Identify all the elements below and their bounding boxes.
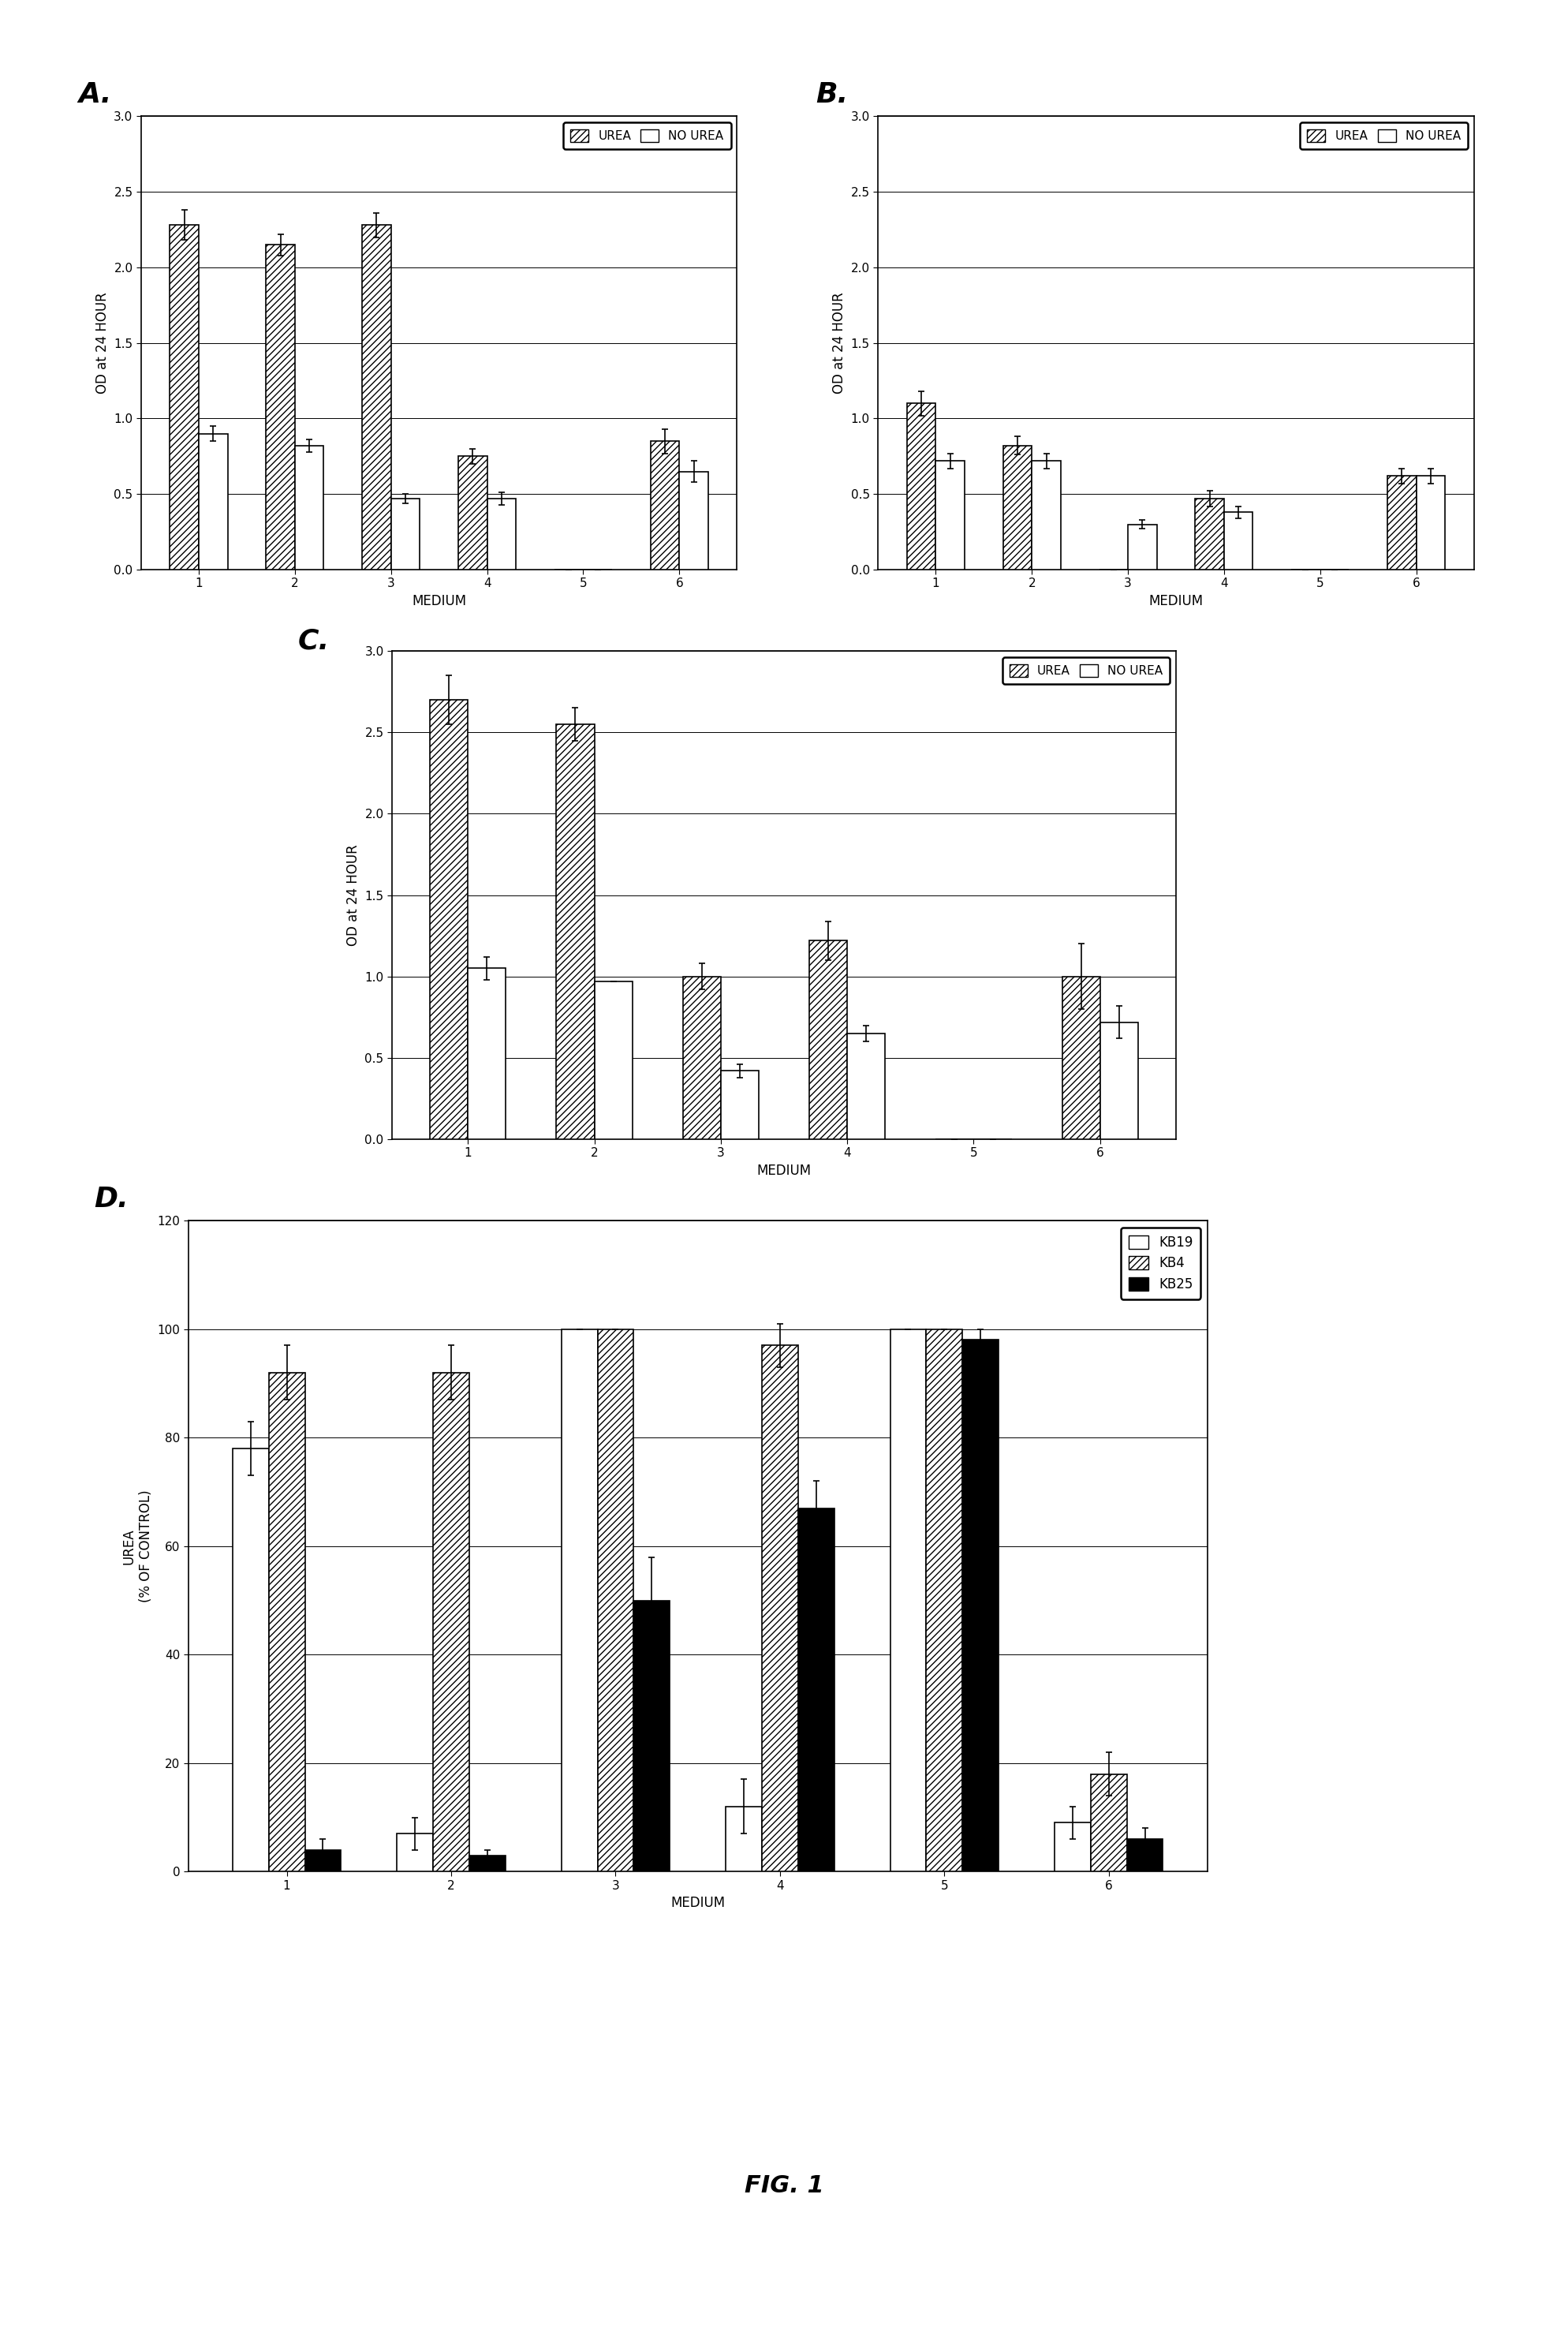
Y-axis label: OD at 24 HOUR: OD at 24 HOUR [347, 844, 361, 946]
Bar [232, 1448, 268, 1872]
Bar [469, 1855, 505, 1872]
Legend: UREA, NO UREA: UREA, NO UREA [563, 123, 731, 149]
Bar [682, 976, 721, 1139]
Bar [467, 967, 506, 1139]
Bar [488, 498, 516, 570]
Bar [362, 226, 390, 570]
Bar [458, 456, 488, 570]
Legend: UREA, NO UREA: UREA, NO UREA [1300, 123, 1468, 149]
Bar [390, 498, 420, 570]
Bar [936, 460, 964, 570]
Bar [597, 1330, 633, 1872]
Bar [1127, 1839, 1163, 1872]
Y-axis label: OD at 24 HOUR: OD at 24 HOUR [96, 293, 110, 393]
Legend: KB19, KB4, KB25: KB19, KB4, KB25 [1121, 1228, 1201, 1300]
Text: A.: A. [78, 81, 111, 109]
Bar [927, 1330, 963, 1872]
Bar [1127, 523, 1157, 570]
Text: FIG. 1: FIG. 1 [745, 2174, 823, 2197]
Bar [295, 446, 323, 570]
Bar [633, 1600, 670, 1872]
Bar [721, 1072, 759, 1139]
X-axis label: MEDIUM: MEDIUM [757, 1165, 811, 1179]
Bar [726, 1807, 762, 1872]
Bar [847, 1032, 886, 1139]
Bar [762, 1346, 798, 1872]
Bar [561, 1330, 597, 1872]
Bar [809, 942, 847, 1139]
Bar [1225, 512, 1253, 570]
Bar [963, 1339, 999, 1872]
Text: D.: D. [94, 1186, 129, 1214]
Bar [1416, 477, 1446, 570]
Bar [1195, 498, 1225, 570]
Y-axis label: UREA
(% OF CONTROL): UREA (% OF CONTROL) [122, 1490, 152, 1602]
Bar [891, 1330, 927, 1872]
Text: C.: C. [298, 628, 329, 656]
Bar [557, 723, 594, 1139]
Bar [304, 1851, 342, 1872]
Y-axis label: OD at 24 HOUR: OD at 24 HOUR [833, 293, 847, 393]
X-axis label: MEDIUM: MEDIUM [1149, 595, 1203, 609]
Text: B.: B. [815, 81, 848, 109]
Bar [169, 226, 199, 570]
Bar [1055, 1823, 1091, 1872]
X-axis label: MEDIUM: MEDIUM [412, 595, 466, 609]
Bar [433, 1372, 469, 1872]
Bar [430, 700, 467, 1139]
Bar [679, 472, 709, 570]
Bar [397, 1834, 433, 1872]
Legend: UREA, NO UREA: UREA, NO UREA [1002, 658, 1170, 684]
Bar [1101, 1023, 1138, 1139]
X-axis label: MEDIUM: MEDIUM [671, 1897, 724, 1911]
Bar [1062, 976, 1101, 1139]
Bar [1091, 1774, 1127, 1872]
Bar [651, 442, 679, 570]
Bar [594, 981, 632, 1139]
Bar [1032, 460, 1060, 570]
Bar [798, 1509, 834, 1872]
Bar [906, 402, 936, 570]
Bar [267, 244, 295, 570]
Bar [1004, 446, 1032, 570]
Bar [199, 432, 227, 570]
Bar [1388, 477, 1416, 570]
Bar [268, 1372, 304, 1872]
